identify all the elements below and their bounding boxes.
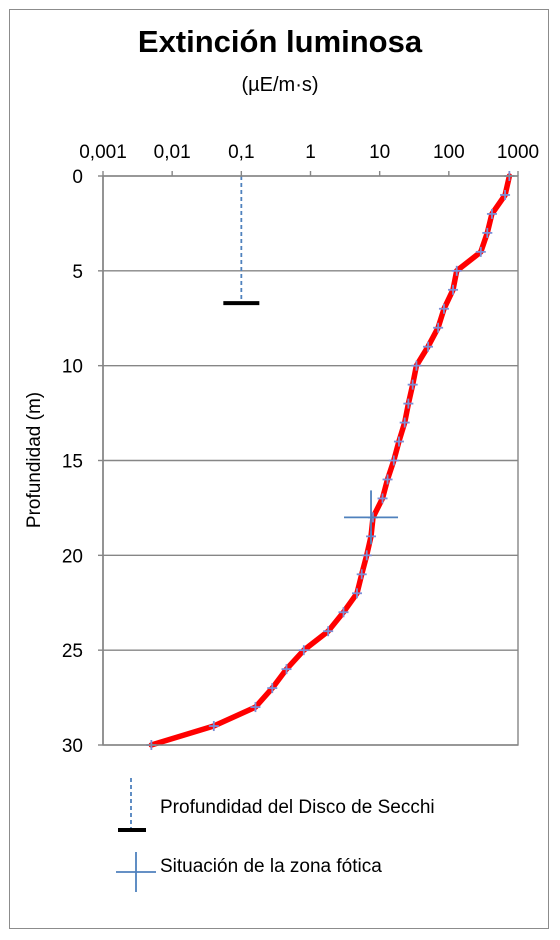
y-tick-label-0: 0 — [72, 167, 83, 188]
data-point-6 — [448, 284, 459, 295]
data-point-2 — [486, 208, 497, 219]
y-tick-label-6: 30 — [62, 736, 83, 757]
data-point-10 — [411, 360, 422, 371]
plot-layer — [146, 171, 515, 750]
x-tick-label-2: 0,1 — [228, 142, 254, 163]
data-point-26 — [281, 664, 292, 675]
data-point-20 — [361, 550, 372, 561]
data-point-13 — [399, 417, 410, 428]
data-point-27 — [267, 683, 278, 694]
x-tick-label-1: 0,01 — [154, 142, 191, 163]
y-tick-label-1: 5 — [72, 262, 83, 283]
legend-symbol-photic-zone — [116, 852, 156, 892]
legend-label-secchi: Profundidad del Disco de Secchi — [160, 797, 435, 818]
data-point-24 — [323, 626, 334, 637]
chart-subtitle: (µE/m·s) — [241, 74, 318, 96]
data-point-29 — [208, 721, 219, 732]
data-point-15 — [388, 455, 399, 466]
legend-label-photic-zone: Situación de la zona fótica — [160, 856, 382, 877]
data-point-8 — [433, 322, 444, 333]
data-point-4 — [475, 246, 486, 257]
data-point-28 — [250, 702, 261, 713]
data-point-5 — [451, 265, 462, 276]
y-tick-label-4: 20 — [62, 546, 83, 567]
chart-area — [9, 9, 549, 929]
y-axis-title: Profundidad (m) — [24, 392, 45, 528]
x-tick-label-3: 1 — [305, 142, 316, 163]
data-point-23 — [338, 607, 349, 618]
data-point-16 — [382, 474, 393, 485]
data-point-9 — [423, 341, 434, 352]
data-point-25 — [298, 645, 309, 656]
data-point-3 — [482, 227, 493, 238]
x-tick-label-0: 0,001 — [79, 142, 127, 163]
data-point-11 — [407, 379, 418, 390]
chart-title: Extinción luminosa — [138, 24, 423, 59]
legend-item-photic-zone: Situación de la zona fótica — [116, 852, 382, 892]
photic-zone-marker — [344, 490, 399, 545]
data-point-1 — [500, 189, 511, 200]
x-tick-label-5: 100 — [433, 142, 465, 163]
data-point-7 — [438, 303, 449, 314]
x-tick-label-4: 10 — [369, 142, 390, 163]
y-tick-label-3: 15 — [62, 452, 83, 473]
data-point-12 — [403, 398, 414, 409]
y-tick-label-2: 10 — [62, 357, 83, 378]
x-tick-label-6: 1000 — [497, 142, 539, 163]
legend: Profundidad del Disco de Secchi Situació… — [116, 778, 435, 892]
data-point-17 — [377, 493, 388, 504]
data-point-14 — [393, 436, 404, 447]
legend-item-secchi: Profundidad del Disco de Secchi — [118, 778, 435, 832]
data-point-21 — [356, 569, 367, 580]
axis-layer: 0,001 0,01 0,1 1 10 100 1000 0 5 10 15 20 25 30 — [62, 142, 539, 757]
y-tick-label-5: 25 — [62, 641, 83, 662]
grid-layer — [103, 270, 518, 746]
data-point-22 — [351, 588, 362, 599]
